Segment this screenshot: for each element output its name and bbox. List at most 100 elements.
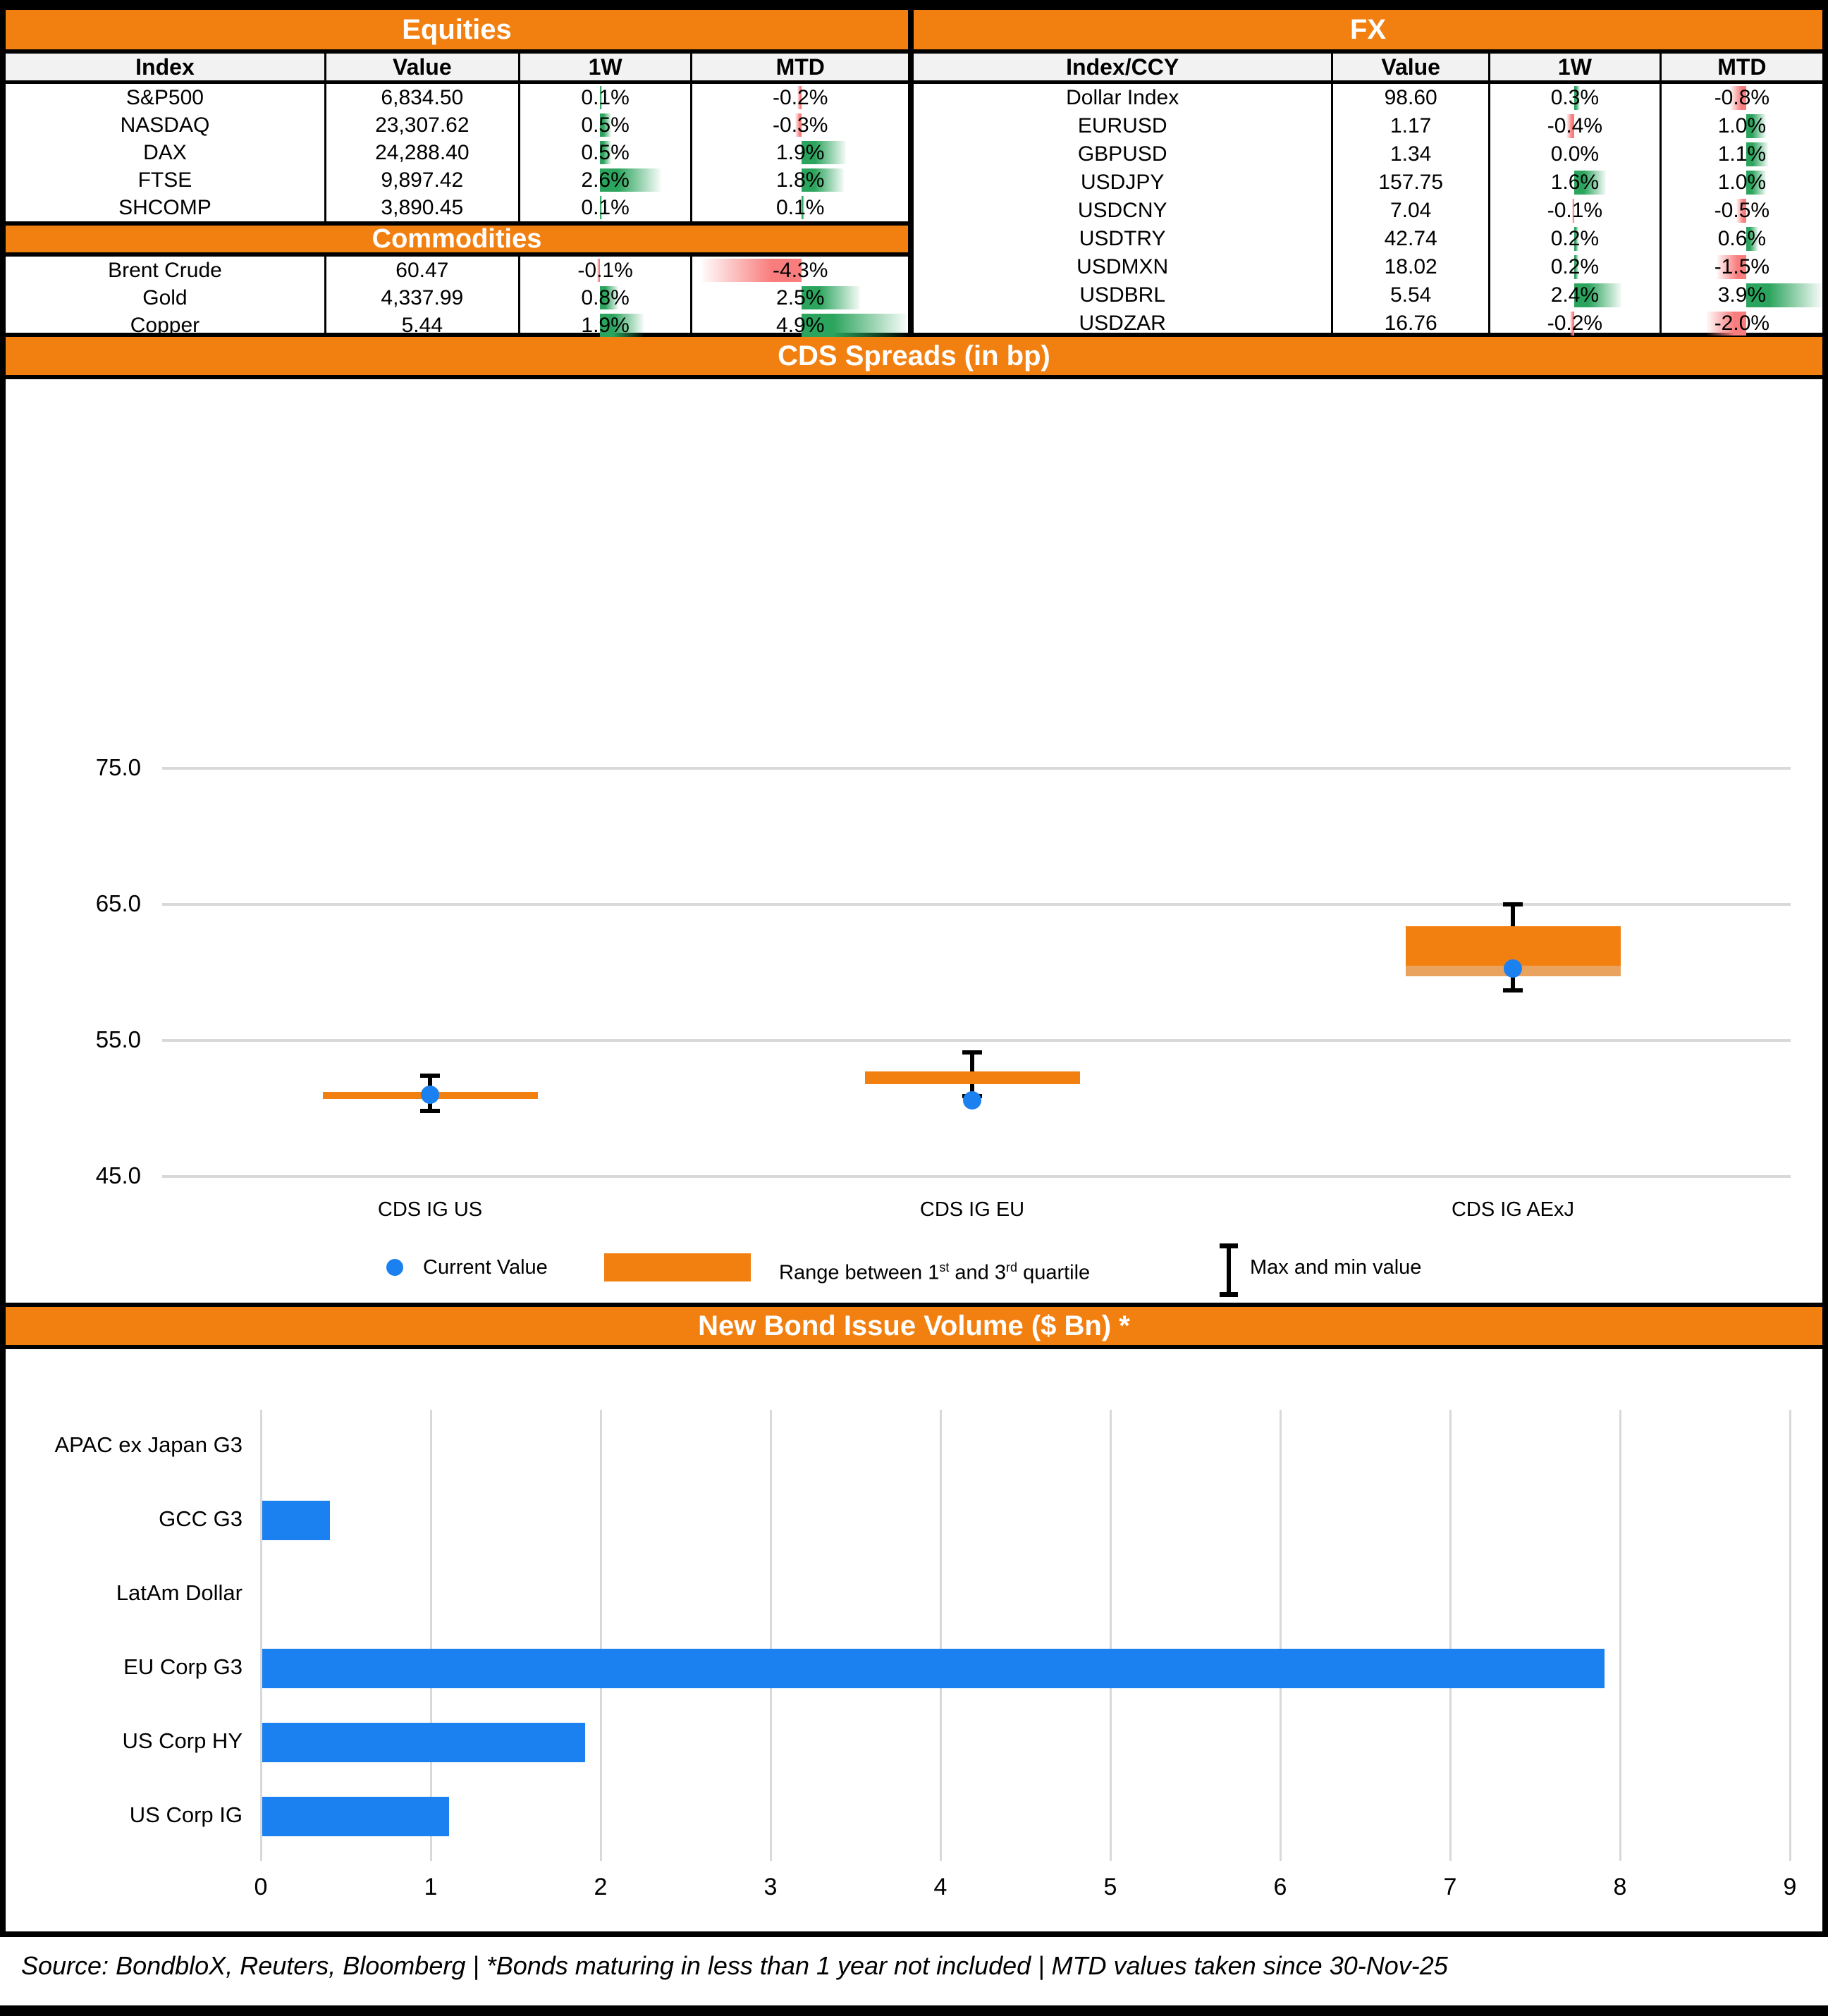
percent-text: 1.6%	[1550, 171, 1600, 194]
x-axis-label: 8	[1613, 1874, 1627, 1900]
fx-banner: FX	[914, 6, 1822, 54]
legend-max-min-icon	[1220, 1243, 1238, 1297]
bar	[262, 1797, 450, 1836]
index-cell: EURUSD	[914, 112, 1334, 140]
equities-banner: Equities	[6, 6, 908, 54]
databar	[599, 196, 603, 219]
table-row: Dollar Index 98.60 0.3% -0.8%	[914, 82, 1822, 112]
cds-banner: CDS Spreads (in bp)	[6, 333, 1822, 379]
mtd-cell: -0.3%	[692, 111, 908, 139]
legend-text: and 3	[949, 1261, 1006, 1284]
y-axis-label: 55.0	[95, 1026, 141, 1052]
category-label: APAC ex Japan G3	[54, 1432, 243, 1457]
x-axis-label: 1	[424, 1874, 438, 1900]
databar	[1746, 283, 1822, 307]
fx-header-row: Index/CCY Value 1W MTD	[914, 51, 1822, 84]
databar	[1574, 283, 1622, 307]
whisker-cap	[1503, 902, 1523, 906]
databar	[597, 259, 600, 282]
bar	[262, 1649, 1605, 1688]
percent-text: 1.1%	[1717, 142, 1767, 166]
databar	[802, 168, 844, 192]
w1-cell: -0.2%	[1489, 309, 1662, 338]
databar	[802, 286, 860, 309]
databar	[1730, 86, 1746, 110]
percent-text: 0.1%	[581, 86, 630, 109]
percent-text: 4.9%	[776, 314, 825, 337]
equities-title: Equities	[6, 6, 908, 54]
databar	[1574, 227, 1578, 251]
y-axis-label: 65.0	[95, 890, 141, 916]
commodities-banner: Commodities	[6, 221, 908, 257]
cds-title: CDS Spreads (in bp)	[778, 340, 1050, 371]
percent-text: -1.5%	[1714, 255, 1770, 278]
commodities-title: Commodities	[6, 221, 908, 257]
mtd-cell: 4.9%	[692, 312, 908, 339]
gridline	[1110, 1410, 1112, 1861]
databar	[1746, 142, 1768, 166]
legend-current-value-icon	[386, 1259, 403, 1276]
table-row: GBPUSD 1.34 0.0% 1.1%	[914, 140, 1822, 168]
category-label: US Corp IG	[129, 1802, 243, 1827]
percent-text: -0.3%	[773, 113, 828, 137]
w1-cell: 0.1%	[519, 82, 693, 111]
index-cell: GBPUSD	[914, 140, 1334, 168]
percent-text: 0.8%	[581, 286, 630, 309]
fx-table: FX Index/CCY Value 1W MTD Dollar Index 98…	[914, 6, 1822, 338]
gridline	[162, 1039, 1791, 1042]
databar	[1570, 312, 1574, 336]
page-border-bottom	[0, 2005, 1828, 2016]
index-cell: USDCNY	[914, 197, 1334, 225]
percent-text: 3.9%	[1717, 283, 1767, 307]
databar	[1746, 114, 1766, 138]
percent-text: -2.0%	[1714, 312, 1770, 335]
percent-text: -0.2%	[773, 86, 828, 109]
percent-text: 0.1%	[776, 196, 825, 219]
legend-quartile-range-icon	[604, 1253, 751, 1281]
value-cell: 98.60	[1332, 82, 1491, 112]
w1-cell: 0.5%	[519, 111, 693, 139]
mtd-cell: 0.6%	[1660, 225, 1822, 253]
legend-quartile-range-label: Range between 1st and 3rd quartile	[779, 1253, 1090, 1287]
value-cell: 1.34	[1332, 140, 1491, 168]
value-cell: 5.54	[1332, 281, 1491, 309]
percent-text: -0.4%	[1547, 114, 1603, 137]
y-axis-label: 45.0	[95, 1162, 141, 1188]
percent-text: 2.6%	[581, 168, 630, 192]
databar	[802, 141, 847, 164]
value-cell: 7.04	[1332, 197, 1491, 225]
mtd-cell: 1.0%	[1660, 168, 1822, 197]
databar	[795, 113, 802, 137]
category-label: LatAm Dollar	[116, 1580, 243, 1605]
gridline	[600, 1410, 602, 1861]
mtd-cell: -0.2%	[692, 82, 908, 112]
w1-cell: 0.0%	[1489, 140, 1662, 168]
w1-cell: 0.2%	[1489, 225, 1662, 253]
value-cell: 1.17	[1332, 112, 1491, 140]
gridline	[770, 1410, 772, 1861]
index-cell: Gold	[6, 284, 326, 312]
databar	[701, 259, 802, 282]
value-cell: 9,897.42	[325, 166, 520, 194]
legend-max-min-label: Max and min value	[1250, 1256, 1422, 1279]
column-header-mtd: MTD	[691, 51, 908, 84]
percent-text: 1.0%	[1717, 114, 1767, 137]
whisker-cap	[962, 1050, 982, 1055]
w1-cell: 0.2%	[1489, 253, 1662, 281]
index-cell: Dollar Index	[914, 82, 1334, 112]
index-cell: FTSE	[6, 166, 326, 194]
table-row: Gold 4,337.99 0.8% 2.5%	[6, 284, 908, 312]
databar	[797, 86, 802, 109]
databar	[599, 113, 612, 137]
percent-text: -0.2%	[1547, 312, 1603, 335]
category-label: CDS IG EU	[919, 1198, 1025, 1221]
databar	[1706, 312, 1746, 336]
bond-volume-chart: 0 1 2 3 4 5 6 7 8 9 APAC ex Japan G3 GCC G3 LatAm Do…	[6, 1349, 1822, 1931]
category-label: CDS IG AExJ	[1451, 1198, 1575, 1221]
x-axis-label: 7	[1443, 1874, 1457, 1900]
w1-cell: 1.6%	[1489, 168, 1662, 197]
column-header-mtd: MTD	[1660, 51, 1822, 84]
value-cell: 18.02	[1332, 253, 1491, 281]
index-cell: USDMXN	[914, 253, 1334, 281]
index-cell: Brent Crude	[6, 254, 326, 284]
